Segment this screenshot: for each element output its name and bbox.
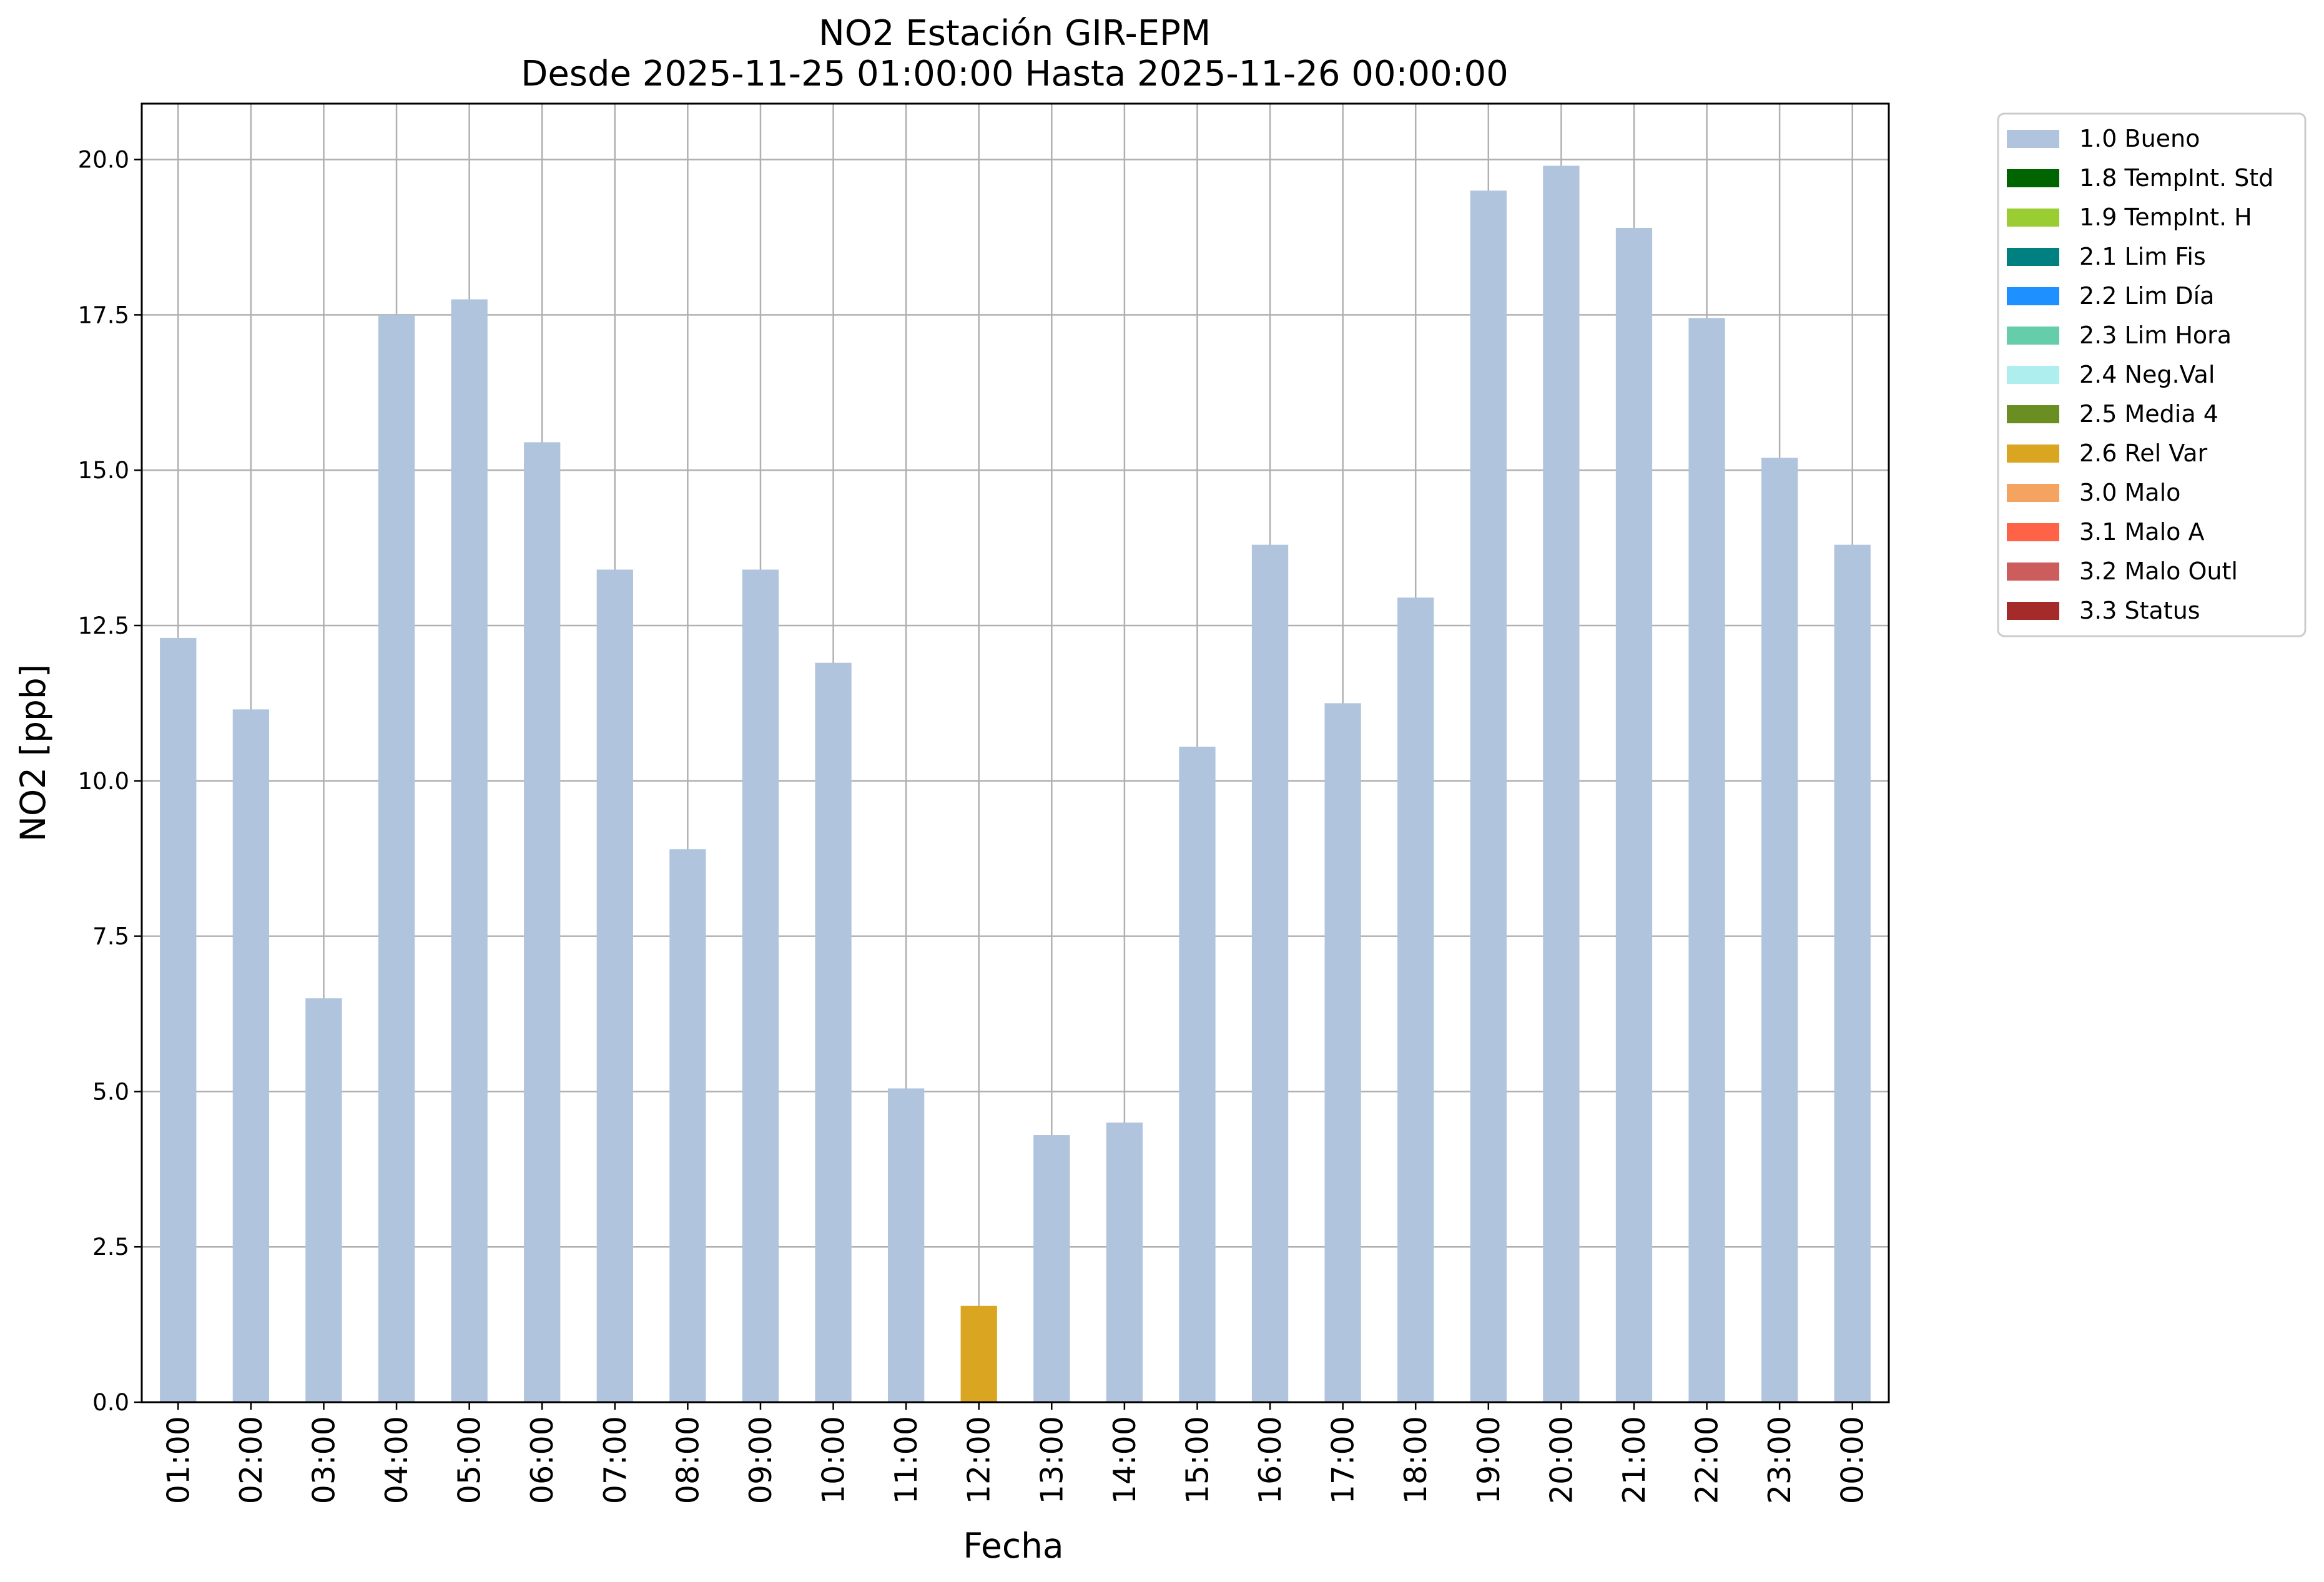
legend-label: 2.2 Lim Día: [2079, 282, 2214, 310]
bar-series: [160, 165, 1871, 1403]
bar-08:00: [669, 849, 706, 1402]
legend-swatch: [2007, 130, 2059, 148]
legend-label: 3.2 Malo Outl: [2079, 558, 2238, 585]
bar-21:00: [1615, 228, 1653, 1402]
legend-label: 2.6 Rel Var: [2079, 440, 2208, 467]
y-tick-label: 0.0: [92, 1389, 129, 1416]
legend-label: 1.8 TempInt. Std: [2079, 164, 2273, 192]
chart-subtitle: Desde 2025-11-25 01:00:00 Hasta 2025-11-…: [521, 54, 1509, 94]
y-tick-label: 17.5: [78, 302, 129, 328]
x-tick-label: 06:00: [524, 1416, 560, 1504]
x-tick-label: 08:00: [670, 1416, 706, 1504]
y-axis-label: NO2 [ppb]: [13, 664, 53, 842]
legend-swatch: [2007, 169, 2059, 187]
y-tick-label: 7.5: [92, 923, 129, 950]
legend-label: 1.0 Bueno: [2079, 125, 2200, 152]
x-tick-label: 01:00: [160, 1416, 196, 1504]
legend-frame: [1997, 112, 2307, 637]
legend-swatch: [2007, 523, 2059, 541]
bar-01:00: [160, 637, 197, 1402]
x-tick-label: 02:00: [234, 1416, 269, 1504]
legend-label: 2.1 Lim Fis: [2079, 243, 2206, 270]
bar-06:00: [524, 442, 561, 1402]
bar-13:00: [1033, 1135, 1070, 1402]
legend-label: 1.9 TempInt. H: [2079, 204, 2252, 231]
bar-09:00: [742, 569, 779, 1402]
bar-15:00: [1179, 747, 1216, 1402]
bar-16:00: [1251, 544, 1289, 1403]
x-tick-label: 11:00: [889, 1416, 924, 1504]
bar-18:00: [1397, 597, 1434, 1402]
x-tick-label: 21:00: [1617, 1416, 1652, 1504]
x-axis-label: Fecha: [963, 1526, 1063, 1566]
bar-03:00: [305, 998, 342, 1402]
legend-swatch: [2007, 287, 2059, 305]
x-tick-label: 09:00: [743, 1416, 779, 1504]
bar-10:00: [815, 662, 852, 1402]
bar-20:00: [1543, 165, 1580, 1403]
x-tick-label: 14:00: [1107, 1416, 1143, 1504]
x-tick-label: 00:00: [1835, 1416, 1871, 1504]
chart-title: NO2 Estación GIR-EPM: [819, 13, 1211, 54]
y-axis-ticks: 0.0 2.5 5.0 7.5 10.0 12.5 15.0 17.5 20.0: [78, 147, 142, 1416]
x-tick-label: 04:00: [379, 1416, 415, 1504]
bar-00:00: [1834, 544, 1871, 1403]
bar-23:00: [1761, 458, 1798, 1402]
legend-swatch: [2007, 366, 2059, 384]
bar-22:00: [1688, 318, 1725, 1403]
bar-05:00: [451, 299, 488, 1403]
bar-11:00: [887, 1088, 925, 1402]
x-tick-label: 10:00: [816, 1416, 852, 1504]
legend-swatch: [2007, 445, 2059, 463]
x-tick-label: 23:00: [1762, 1416, 1798, 1504]
bar-02:00: [232, 709, 270, 1402]
x-axis-ticks: 01:00 02:00 03:00 04:00 05:00 06:00 07:00 08:00…: [160, 1402, 1871, 1504]
x-tick-label: 12:00: [962, 1416, 997, 1504]
y-tick-label: 2.5: [92, 1234, 129, 1260]
x-tick-label: 07:00: [598, 1416, 633, 1504]
y-tick-label: 20.0: [78, 147, 129, 174]
x-tick-label: 05:00: [452, 1416, 488, 1504]
legend-label: 3.0 Malo: [2079, 479, 2180, 506]
bar-04:00: [378, 315, 415, 1403]
legend-swatch: [2007, 563, 2059, 581]
x-tick-label: 18:00: [1398, 1416, 1434, 1504]
plot-frame: [140, 102, 1890, 1403]
legend-label: 2.3 Lim Hora: [2079, 322, 2232, 349]
x-tick-label: 20:00: [1544, 1416, 1579, 1504]
bar-19:00: [1470, 190, 1507, 1403]
legend-swatch: [2007, 209, 2059, 227]
legend: 1.0 Bueno 1.8 TempInt. Std 1.9 TempInt. H 2…: [1997, 112, 2307, 637]
x-tick-label: 16:00: [1253, 1416, 1288, 1504]
bar-14:00: [1106, 1123, 1143, 1402]
legend-swatch: [2007, 602, 2059, 620]
x-tick-label: 15:00: [1179, 1416, 1215, 1504]
y-tick-label: 5.0: [92, 1078, 129, 1105]
x-tick-label: 17:00: [1326, 1416, 1361, 1504]
legend-label: 2.5 Media 4: [2079, 400, 2218, 428]
y-tick-label: 12.5: [78, 612, 129, 639]
x-tick-label: 13:00: [1034, 1416, 1070, 1504]
legend-label: 2.4 Neg.Val: [2079, 361, 2215, 388]
legend-swatch: [2007, 327, 2059, 345]
bar-07:00: [596, 569, 633, 1402]
x-tick-label: 03:00: [306, 1416, 342, 1504]
y-tick-label: 15.0: [78, 457, 129, 484]
legend-label: 3.1 Malo A: [2079, 518, 2204, 546]
legend-swatch: [2007, 248, 2059, 266]
bar-12:00: [960, 1305, 997, 1402]
legend-swatch: [2007, 405, 2059, 423]
x-tick-label: 19:00: [1471, 1416, 1507, 1504]
x-tick-label: 22:00: [1690, 1416, 1725, 1504]
legend-label: 3.3 Status: [2079, 597, 2200, 624]
legend-swatch: [2007, 484, 2059, 502]
bar-17:00: [1324, 703, 1361, 1402]
y-tick-label: 10.0: [78, 768, 129, 795]
